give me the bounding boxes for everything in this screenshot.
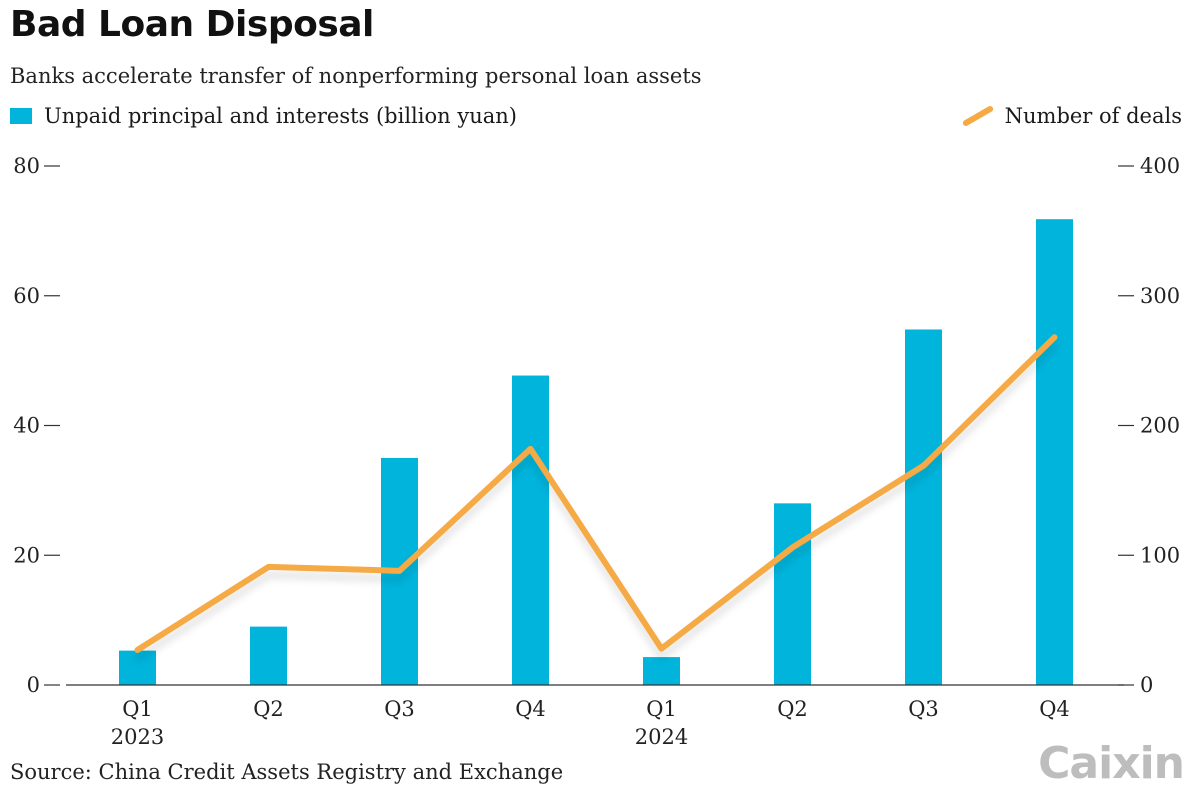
bar-series [119, 219, 1073, 685]
left-axis: 0 20 40 60 80 [13, 154, 60, 697]
x-axis-tick-label: Q2 [777, 697, 808, 721]
bar [643, 657, 680, 685]
right-axis-tick-label: 300 [1140, 284, 1180, 308]
left-axis-tick-label: 40 [13, 414, 40, 438]
source-note: Source: China Credit Assets Registry and… [10, 760, 563, 784]
right-axis-tick-label: 0 [1140, 673, 1153, 697]
left-axis-tick-label: 0 [27, 673, 40, 697]
x-axis-tick-label: Q4 [515, 697, 546, 721]
bar [774, 503, 811, 685]
left-axis-tick-label: 20 [13, 543, 40, 567]
x-axis-tick-label: Q1 [122, 697, 153, 721]
x-axis-tick-label: Q3 [384, 697, 415, 721]
x-axis-year-label: 2024 [635, 725, 688, 749]
caixin-logo: Caixin [1038, 738, 1184, 789]
right-axis: 0 100 200 300 400 [1118, 154, 1180, 697]
right-axis-tick-label: 100 [1140, 543, 1180, 567]
x-axis-year-label: 2023 [111, 725, 164, 749]
left-axis-tick-label: 60 [13, 284, 40, 308]
left-axis-tick-label: 80 [13, 154, 40, 178]
right-axis-tick-label: 400 [1140, 154, 1180, 178]
x-axis: Q1 2023 Q2 Q3 Q4 Q1 2024 Q2 Q3 Q4 [66, 685, 1124, 749]
chart-canvas: 0 20 40 60 80 0 100 200 300 400 Q1 2023 Q2 Q3 Q4 Q1 20… [0, 0, 1200, 800]
right-axis-tick-label: 200 [1140, 414, 1180, 438]
bar [250, 627, 287, 685]
x-axis-tick-label: Q4 [1039, 697, 1070, 721]
bar [1036, 219, 1073, 685]
bar [905, 329, 942, 685]
bar [119, 651, 156, 685]
x-axis-tick-label: Q2 [253, 697, 284, 721]
x-axis-tick-label: Q1 [646, 697, 677, 721]
x-axis-tick-label: Q3 [908, 697, 939, 721]
bar [512, 376, 549, 685]
